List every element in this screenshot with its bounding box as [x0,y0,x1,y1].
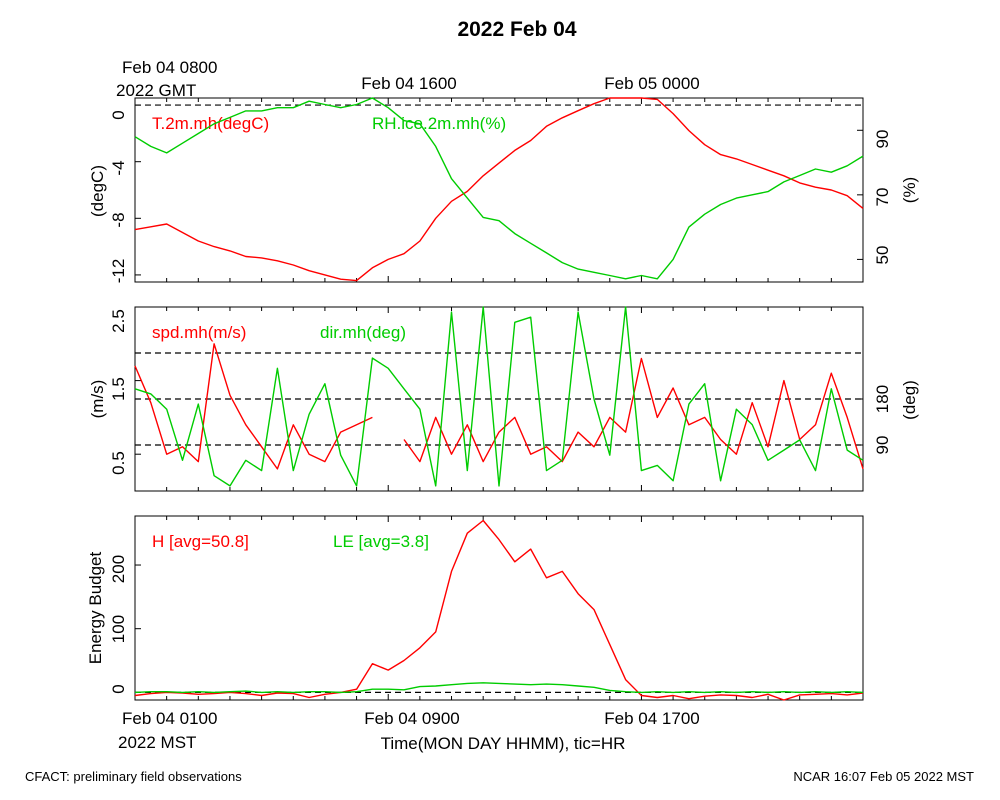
panel-2-legend-speed: spd.mh(m/s) [152,323,246,342]
panel-1-ylabel-left: (degC) [88,165,107,217]
panel-3-ytick-100: 100 [109,615,128,643]
panel-2-rtick-90: 90 [873,436,892,455]
panel-1-legend-temperature: T.2m.mh(degC) [152,114,269,133]
panel-2-ylabel-right: (deg) [900,380,919,420]
panel-1-ylabel-right: (%) [900,177,919,203]
series-line-p2-0 [134,343,864,470]
panel-1-legend-rh: RH.ice.2m.mh(%) [372,114,506,133]
panel-1-ytick-0: 0 [109,110,128,119]
panel-3-frame [134,515,864,701]
top-axis-first-label-year: 2022 GMT [116,81,196,100]
bottom-axis-first-label-year: 2022 MST [118,733,196,752]
series-line-p1-0 [134,97,864,282]
panel-1-rtick-70: 70 [873,188,892,207]
top-axis-label-2: Feb 05 0000 [604,74,699,93]
panel-1-rtick-50: 50 [873,246,892,265]
bottom-axis-label-2: Feb 04 1700 [604,709,699,728]
panel-1-frame [134,97,864,283]
bottom-axis-label-1: Feb 04 0900 [364,709,459,728]
top-axis-first-label: Feb 04 0800 [122,58,217,77]
panel-2-ytick-2-5: 2.5 [109,309,128,333]
panel-1-ytick-minus4: -4 [109,160,128,175]
panel-2-ytick-1-5: 1.5 [109,377,128,401]
panel-3-ytick-200: 200 [109,555,128,583]
top-axis-label-1: Feb 04 1600 [361,74,456,93]
series-line-p1-1 [134,97,864,280]
x-axis-title: Time(MON DAY HHMM), tic=HR [381,734,626,753]
panel-3-ytick-0: 0 [109,684,128,693]
chart-marks-group [134,97,864,701]
panel-2-ytick-0-5: 0.5 [109,451,128,475]
footer-right: NCAR 16:07 Feb 05 2022 MST [793,769,974,784]
panel-1-rtick-90: 90 [873,130,892,149]
panel-3-legend-le: LE [avg=3.8] [333,532,429,551]
bottom-axis-first-label: Feb 04 0100 [122,709,217,728]
footer-left: CFACT: preliminary field observations [25,769,242,784]
figure-title: 2022 Feb 04 [457,18,576,41]
series-line-p2-1 [134,306,864,487]
panel-2-rtick-180: 180 [873,385,892,413]
panel-1-ytick-minus8: -8 [109,212,128,227]
panel-2-ylabel-left: (m/s) [88,380,107,419]
panel-3-legend-h: H [avg=50.8] [152,532,249,551]
panel-2-legend-direction: dir.mh(deg) [320,323,406,342]
panel-3-ylabel: Energy Budget [86,551,105,664]
series-line-p3-1 [134,682,864,694]
panel-1-ytick-minus12: -12 [109,259,128,284]
series-line-p3-0 [134,519,864,701]
